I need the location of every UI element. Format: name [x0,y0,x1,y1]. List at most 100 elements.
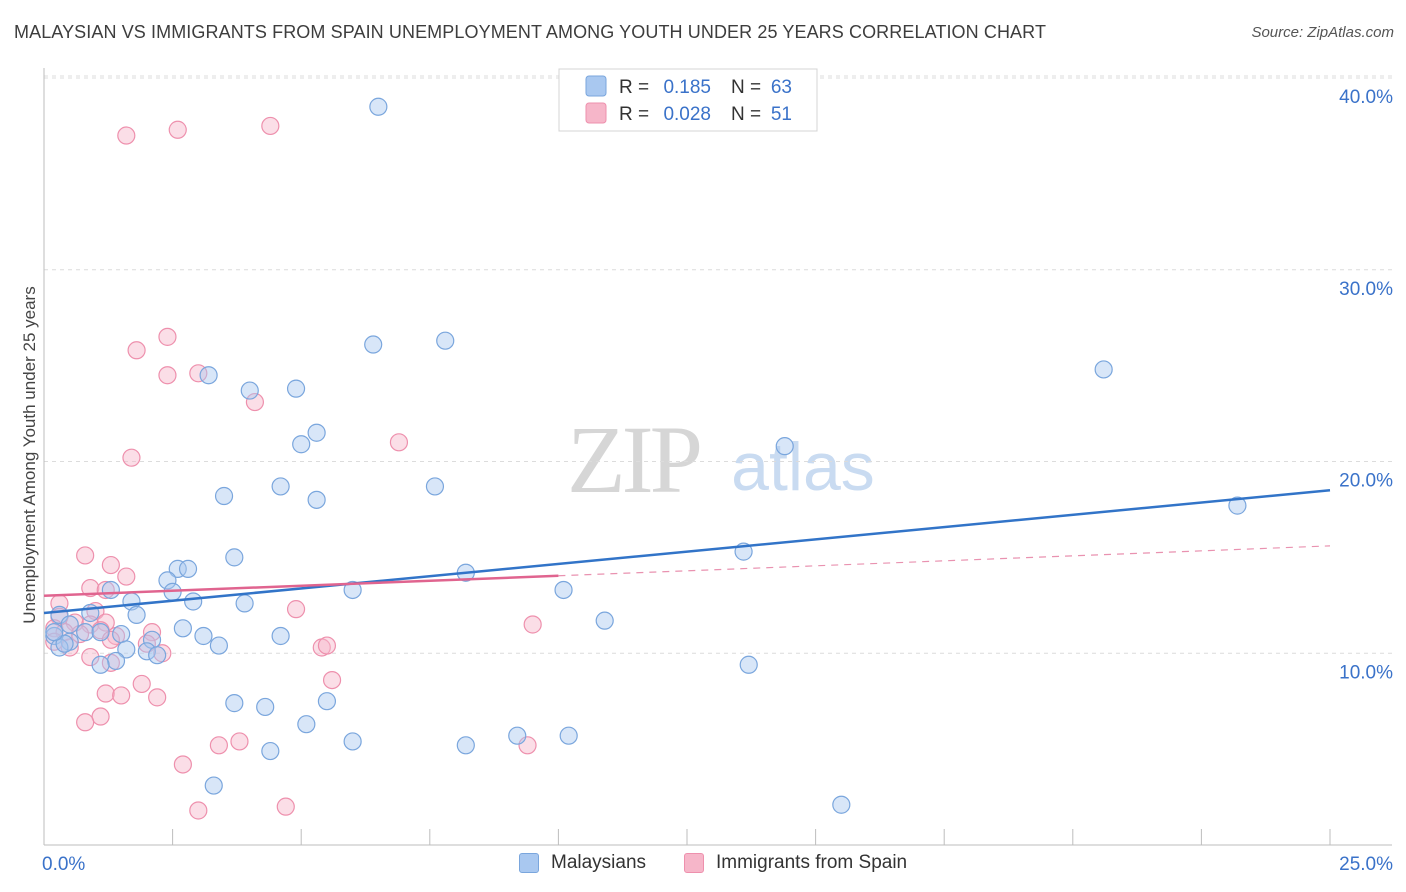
point-malaysians [45,623,64,642]
point-malaysians [425,477,445,496]
point-immigrants-from-spain [142,623,162,642]
point-immigrants-from-spain [523,615,542,634]
y-tick-label: 20.0% [1339,471,1393,492]
point-immigrants-from-spain [81,578,100,598]
point-malaysians [55,634,74,653]
watermark-atlas: atlas [731,429,875,505]
point-malaysians [317,692,337,711]
legend-n-value-2: 51 [771,104,792,125]
point-immigrants-from-spain [276,797,295,816]
point-malaysians [508,726,527,745]
point-immigrants-from-spain [317,636,337,655]
point-malaysians [307,423,326,442]
point-immigrants-from-spain [286,600,306,619]
point-malaysians [225,548,244,567]
points-malaysians [45,97,1247,814]
point-malaysians [1094,360,1113,379]
point-malaysians [261,741,280,761]
point-immigrants-from-spain [168,120,187,139]
legend-r-label-1: R = [619,77,649,98]
point-malaysians [127,605,146,625]
point-immigrants-from-spain [389,433,409,452]
point-malaysians [559,726,578,745]
point-immigrants-from-spain [261,116,280,136]
watermark-zip: ZIP [567,406,700,513]
point-malaysians [364,335,383,354]
point-malaysians [307,490,326,509]
point-malaysians [292,435,311,454]
trend-line-immigrants-from-spain [43,574,559,597]
point-malaysians [436,331,455,350]
legend-top: R = 0.185 N = 63 R = 0.028 N = 51 [558,68,818,132]
point-malaysians [173,619,192,638]
point-malaysians [76,623,95,642]
point-malaysians [199,366,218,385]
point-malaysians [832,795,851,814]
point-malaysians [91,655,110,674]
point-malaysians [554,580,573,600]
point-malaysians [369,97,388,116]
point-malaysians [271,477,290,496]
x-tick-label-min: 0.0% [42,854,85,875]
point-immigrants-from-spain [132,674,151,694]
point-malaysians [225,694,244,713]
point-immigrants-from-spain [230,732,249,751]
point-immigrants-from-spain [96,684,115,703]
legend-bottom: Malaysians Immigrants from Spain [0,852,1406,878]
point-malaysians [194,626,213,646]
point-immigrants-from-spain [209,736,228,755]
point-immigrants-from-spain [245,392,265,412]
y-tick-label: 30.0% [1339,279,1393,300]
legend-n-label-2: N = [731,104,761,125]
point-malaysians [60,615,79,634]
trend-lines [43,489,1331,615]
point-immigrants-from-spain [76,546,95,565]
point-malaysians [112,624,131,644]
point-immigrants-from-spain [117,567,136,586]
chart-title: MALAYSIAN VS IMMIGRANTS FROM SPAIN UNEMP… [14,22,1047,42]
point-immigrants-from-spain [101,630,120,649]
point-malaysians [456,736,475,755]
source-label: Source: ZipAtlas.com [1251,24,1394,41]
point-malaysians [343,732,362,751]
y-tick-label: 10.0% [1339,662,1393,683]
point-malaysians [101,580,120,600]
point-malaysians [158,571,177,590]
point-immigrants-from-spain [91,707,110,726]
legend-r-value-1: 0.185 [663,77,711,98]
legend-item-immigrants-from-spain: Immigrants from Spain [684,852,907,874]
point-malaysians [1228,496,1247,515]
point-immigrants-from-spain [76,713,95,732]
trend-line-malaysians [43,489,1331,615]
y-tick-label: 40.0% [1339,87,1393,108]
point-malaysians [91,623,110,642]
legend-r-value-2: 0.028 [663,104,711,125]
point-malaysians [595,611,614,630]
point-immigrants-from-spain [127,341,146,360]
point-immigrants-from-spain [122,448,141,467]
point-malaysians [106,651,126,671]
point-immigrants-from-spain [117,126,136,145]
point-immigrants-from-spain [101,555,120,575]
point-malaysians [168,559,187,578]
point-malaysians [204,776,223,795]
point-malaysians [137,642,156,661]
gridlines [44,75,1392,654]
point-immigrants-from-spain [322,670,342,690]
point-malaysians [256,697,275,717]
tick-labels: 10.0% 20.0% 30.0% 40.0% 0.0% 25.0% [42,87,1393,875]
point-malaysians [297,715,316,734]
point-malaysians [178,559,198,578]
point-malaysians [148,646,167,665]
trend-line-immigrants-from-spain-extension [558,545,1331,577]
point-malaysians [184,592,203,611]
point-malaysians [739,655,758,674]
point-immigrants-from-spain [189,801,208,820]
point-immigrants-from-spain [173,755,192,774]
point-malaysians [775,437,794,456]
point-immigrants-from-spain [112,686,131,705]
point-malaysians [209,636,228,655]
legend-item-malaysians: Malaysians [519,852,646,874]
legend-n-label-1: N = [731,77,761,98]
